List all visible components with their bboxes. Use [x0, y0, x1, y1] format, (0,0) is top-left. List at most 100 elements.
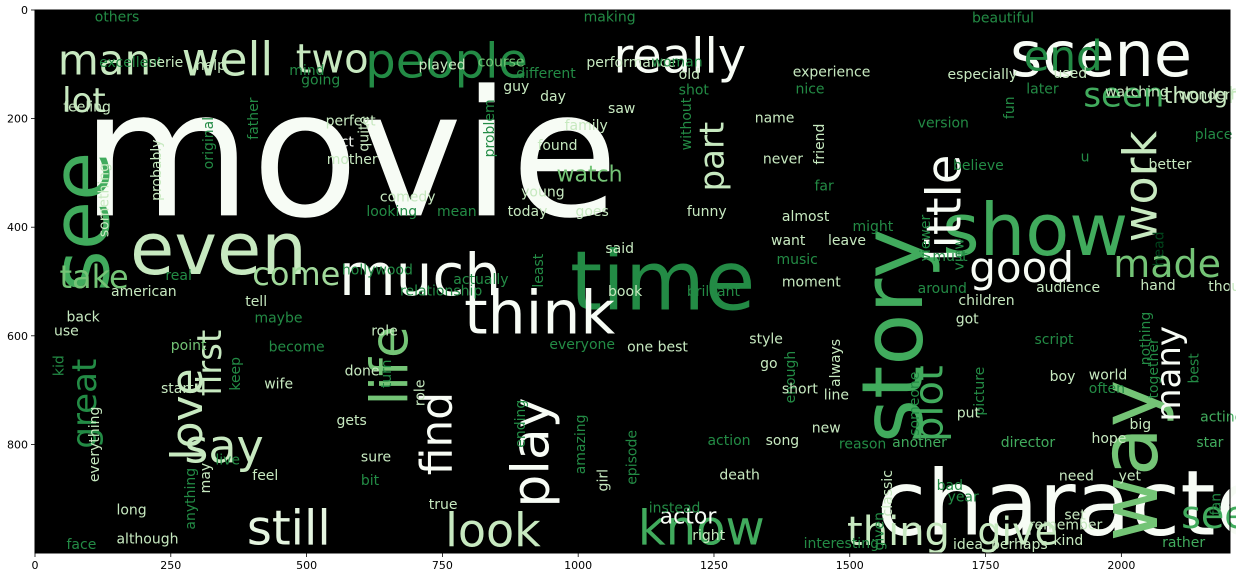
- word-little-25: little: [917, 155, 973, 262]
- word-almost-102: almost: [782, 209, 830, 225]
- word-work-22: work: [1114, 130, 1168, 242]
- word-later-67: later: [1026, 81, 1059, 97]
- word-far-93: far: [814, 178, 834, 194]
- y-tick-label-0: 0: [21, 4, 28, 17]
- word-different-57: different: [516, 66, 576, 82]
- word-star-173: star: [1196, 435, 1223, 451]
- word-real-113: real: [165, 268, 192, 284]
- word-remember-192: remember: [1029, 517, 1102, 533]
- x-tick-label-7: 1750: [972, 559, 1000, 572]
- word-character-3: character: [877, 451, 1236, 556]
- word-old-60: old: [679, 67, 700, 83]
- word-head-108: head: [1151, 231, 1167, 266]
- word-action-169: action: [707, 433, 750, 449]
- word-kid-139: kid: [51, 355, 67, 376]
- word-moment-120: moment: [782, 275, 841, 291]
- word-play-32: play: [502, 397, 562, 507]
- word-yet-181: yet: [1119, 468, 1142, 484]
- word-one-best-138: one best: [627, 340, 688, 356]
- word-today-99: today: [508, 204, 548, 220]
- word-everyone-137: everyone: [549, 337, 615, 353]
- word-actually-115: actually: [453, 272, 508, 288]
- x-tick-label-3: 750: [432, 559, 453, 572]
- word-use-129: use: [54, 323, 79, 339]
- word-picture-149: picture: [972, 367, 988, 416]
- word-together-143: together: [1146, 338, 1162, 399]
- word-hollywood-114: hollywood: [342, 263, 413, 279]
- y-tick-label-1: 200: [7, 113, 28, 126]
- y-axis: 0 200 400 600 800: [7, 4, 35, 451]
- word-around-121: around: [918, 281, 967, 297]
- word-perfect-75: perfect: [326, 113, 376, 129]
- word-brilliant-119: brilliant: [687, 284, 741, 300]
- word-family-82: family: [565, 118, 608, 134]
- word-keep-140: keep: [228, 357, 244, 391]
- word-name-78: name: [755, 111, 795, 127]
- word-scene-7: scene: [1010, 18, 1192, 91]
- word-got-131: got: [956, 312, 979, 328]
- word-movie-0: movie: [81, 54, 618, 257]
- word-good-23: good: [969, 243, 1074, 292]
- word-relationship-117: relationship: [400, 283, 482, 299]
- word-view-107: view: [951, 238, 967, 270]
- word-enough-148: enough: [783, 351, 799, 404]
- word-role-130: role: [371, 323, 398, 339]
- word-short-153: short: [782, 382, 818, 398]
- word-fan-187: fan: [1208, 493, 1224, 515]
- word-anything-177: anything: [183, 468, 199, 530]
- word-become-136: become: [269, 340, 325, 356]
- word-time-9: time: [570, 234, 755, 329]
- word-woman-59: woman: [652, 55, 703, 71]
- x-axis: 0 250 500 750 1000 1250 1500 1750 2000: [32, 553, 1135, 572]
- word-idea-200: idea: [953, 537, 983, 553]
- word-death-178: death: [719, 467, 759, 483]
- word-girl-183: girl: [596, 469, 612, 491]
- word-performance-58: performance: [586, 55, 676, 71]
- word-experience-61: experience: [793, 64, 871, 80]
- word-day-71: day: [540, 89, 566, 105]
- word-father-74: father: [246, 97, 262, 139]
- word-hand-125: hand: [1140, 278, 1175, 294]
- word-wife-147: wife: [264, 377, 293, 393]
- word-gets-160: gets: [336, 413, 366, 429]
- word-going-53: going: [301, 73, 340, 89]
- word-hope-168: hope: [1091, 431, 1126, 447]
- word-wonderful-69: wonderful: [1178, 87, 1236, 103]
- word-may-176: may: [198, 463, 214, 494]
- word-beautiful-49: beautiful: [972, 11, 1034, 27]
- word-world-151: world: [1089, 367, 1128, 383]
- word-used-63: used: [1053, 66, 1087, 82]
- word-book-118: book: [608, 284, 643, 300]
- word-fun-73: fun: [1002, 96, 1018, 119]
- word-music-111: music: [776, 252, 817, 268]
- word-said-109: said: [605, 241, 634, 257]
- word-comedy-95: comedy: [380, 189, 436, 205]
- word-another-170: another: [892, 435, 947, 451]
- word-better-91: better: [1149, 157, 1192, 173]
- word-best-144: best: [1187, 353, 1203, 384]
- word-man-17: man: [58, 36, 151, 85]
- word-watching-68: watching: [1105, 85, 1169, 101]
- word-feeling-70: feeling: [63, 100, 111, 116]
- plot-frame: [34, 9, 1231, 554]
- word-feel-179: feel: [252, 468, 278, 484]
- word-show-6: show: [942, 188, 1128, 272]
- word-excellent-50: excellent: [99, 55, 163, 71]
- word-part-26: part: [692, 122, 732, 192]
- word-children-124: children: [958, 293, 1014, 309]
- word-never-89: never: [763, 151, 803, 167]
- word-start-152: start: [161, 381, 194, 397]
- word-classic-185: classic: [880, 470, 896, 516]
- word-true-188: true: [429, 497, 458, 513]
- word-often-155: often: [1089, 381, 1125, 397]
- word-amazing-166: amazing: [573, 415, 589, 475]
- y-tick-label-3: 600: [7, 330, 28, 343]
- word-two-18: two: [296, 37, 369, 83]
- word-line-156: line: [824, 388, 849, 404]
- word-done-141: done: [345, 364, 380, 380]
- word-tell-126: tell: [245, 294, 267, 310]
- word-place-81: place: [1195, 127, 1233, 143]
- word-guy-64: guy: [503, 79, 529, 95]
- word-mother-87: mother: [327, 152, 378, 168]
- word-love-29: love: [162, 368, 213, 460]
